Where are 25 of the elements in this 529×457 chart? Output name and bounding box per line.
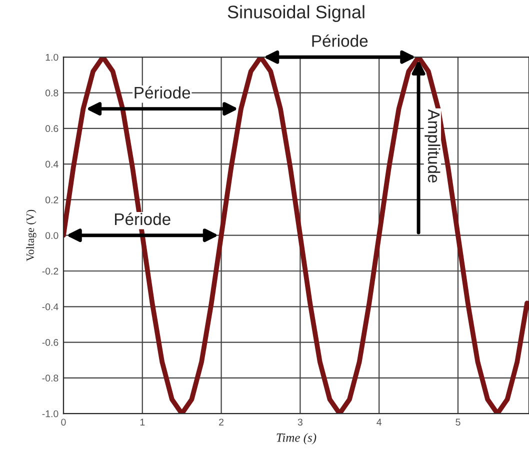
y-tick-label: -0.6 [42, 339, 58, 346]
x-tick-label: 5 [456, 418, 460, 426]
line-series [63, 57, 529, 414]
annotation: Amplitude [424, 109, 440, 183]
y-axis-title: Voltage (V) [26, 210, 36, 262]
x-tick-label: 4 [376, 418, 382, 426]
x-tick-label: 1 [140, 418, 145, 426]
y-tick-label: -0.2 [42, 268, 58, 275]
y-tick-label: 0.6 [45, 125, 58, 132]
y-tick-label: 0.4 [45, 160, 58, 168]
x-tick-label: 2 [219, 418, 224, 426]
annotation: Période [134, 86, 190, 99]
y-tick-label: 0.2 [45, 196, 58, 204]
y-tick-label: -0.4 [42, 303, 58, 310]
annotation: Période [115, 212, 170, 226]
y-tick-label: -0.8 [42, 374, 58, 382]
y-tick-label: 0.0 [45, 232, 58, 239]
y-tick-label: -1.0 [42, 410, 58, 418]
y-tick-label: 1.0 [46, 54, 58, 61]
text: Période [312, 34, 368, 47]
chart-title: Sinusoidal Signal [228, 5, 364, 22]
x-tick-label: 0 [61, 418, 66, 426]
x-tick-label: 3 [298, 418, 302, 426]
y-tick-label: 0.8 [45, 90, 58, 96]
x-axis-title: Time (s) [276, 433, 316, 444]
